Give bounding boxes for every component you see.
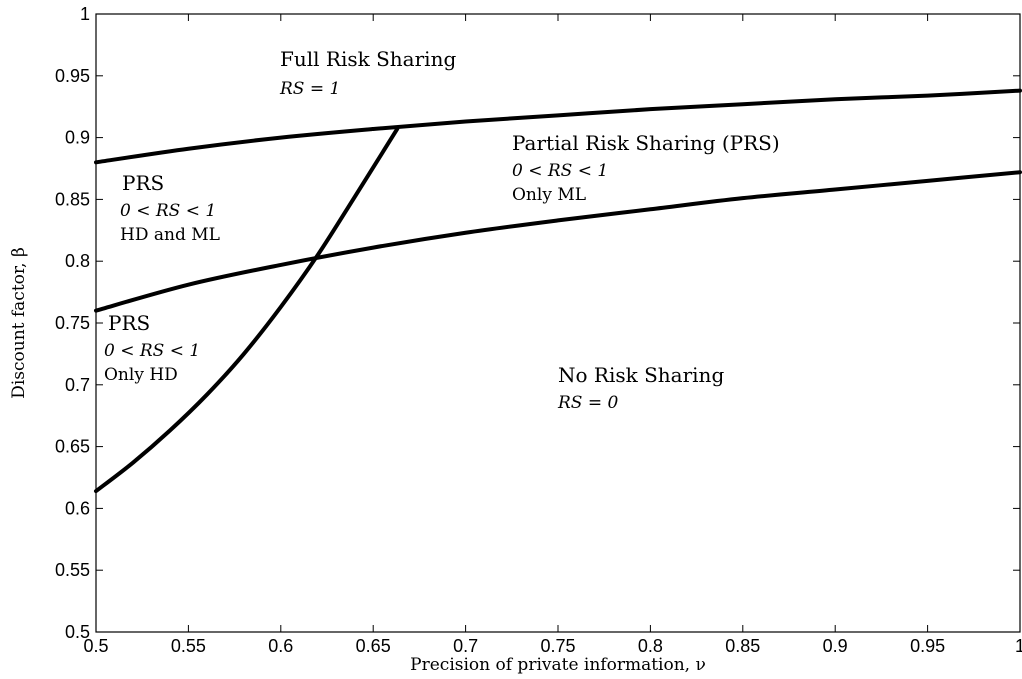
plot-area [94,13,1022,633]
annotation-full-line-2: RS = 1 [279,79,340,99]
y-tick-label: 0.8 [65,251,90,271]
x-tick-label: 0.8 [638,636,663,656]
y-tick-label: 0.85 [55,189,90,209]
series-line-2 [94,170,1022,313]
annotation-full-risk-sharing: Full Risk Sharing RS = 1 [279,47,456,99]
annotation-prs-hdml-line-1: PRS [122,171,164,195]
x-tick-label: 0.6 [268,636,293,656]
y-axis-title: Discount factor, β [9,247,29,399]
x-tick-label: 1 [1015,636,1022,656]
annotation-prs-hd-line-2: 0 < RS < 1 [104,341,200,361]
y-tick-label: 0.75 [55,313,90,333]
tick-labels: 0.5 0.55 0.6 0.65 0.7 0.75 0.8 0.85 0.9 0.95 1 0.5 0… [55,4,1022,656]
series-line-1 [94,88,1022,165]
annotation-partial-risk-sharing: Partial Risk Sharing (PRS) 0 < RS < 1 On… [512,131,780,205]
annotation-prs-hd-ml: PRS 0 < RS < 1 HD and ML [120,171,220,245]
y-tick-label: 1 [80,4,90,24]
annotation-prs-main-line-3: Only ML [512,185,586,205]
y-tick-label: 0.6 [65,498,90,518]
y-tick-label: 0.9 [65,128,90,148]
x-tick-label: 0.7 [453,636,478,656]
x-tick-label: 0.85 [725,636,760,656]
annotation-none-line-2: RS = 0 [557,393,618,413]
annotation-full-line-1: Full Risk Sharing [280,47,456,71]
x-tick-label: 0.55 [171,636,206,656]
y-tick-label: 0.5 [65,622,90,642]
x-tick-label: 0.95 [910,636,945,656]
x-tick-label: 0.75 [540,636,575,656]
annotation-prs-only-hd: PRS 0 < RS < 1 Only HD [104,311,200,385]
y-tick-label: 0.7 [65,375,90,395]
series-line-3 [94,126,400,494]
plot-frame [95,13,1021,633]
annotation-prs-hd-line-1: PRS [108,311,150,335]
y-tick-label: 0.95 [55,66,90,86]
annotation-none-line-1: No Risk Sharing [558,363,724,387]
annotation-prs-hd-line-3: Only HD [104,365,178,385]
annotation-prs-hdml-line-2: 0 < RS < 1 [120,201,216,221]
x-tick-label: 0.9 [823,636,848,656]
x-axis-title: Precision of private information, ν [410,655,706,675]
annotation-no-risk-sharing: No Risk Sharing RS = 0 [557,363,724,413]
x-tick-label: 0.65 [356,636,391,656]
ticks [95,13,1021,633]
x-tick-label: 0.5 [83,636,108,656]
annotation-prs-main-line-2: 0 < RS < 1 [512,161,608,181]
y-tick-label: 0.55 [55,560,90,580]
annotation-prs-main-line-1: Partial Risk Sharing (PRS) [512,131,780,155]
series-layer [94,88,1022,494]
annotation-prs-hdml-line-3: HD and ML [120,225,220,245]
y-tick-label: 0.65 [55,437,90,457]
